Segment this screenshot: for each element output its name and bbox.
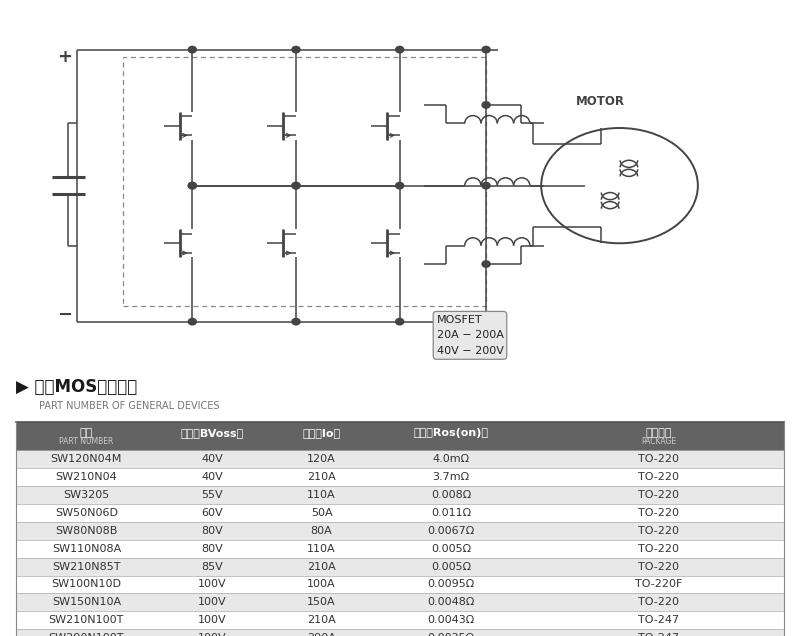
- Text: TO-220: TO-220: [638, 544, 679, 553]
- Text: SW290N100T: SW290N100T: [49, 633, 124, 636]
- FancyBboxPatch shape: [16, 504, 784, 522]
- FancyBboxPatch shape: [16, 522, 784, 539]
- Text: TO-247: TO-247: [638, 633, 679, 636]
- Text: SW100N10D: SW100N10D: [51, 579, 122, 590]
- FancyBboxPatch shape: [16, 467, 784, 485]
- FancyBboxPatch shape: [16, 576, 784, 593]
- Text: PART NUMBER OF GENERAL DEVICES: PART NUMBER OF GENERAL DEVICES: [39, 401, 220, 411]
- Circle shape: [292, 46, 300, 53]
- Text: SW80N08B: SW80N08B: [55, 525, 118, 536]
- Text: 60V: 60V: [201, 508, 222, 518]
- Circle shape: [482, 319, 490, 325]
- Text: 0.011Ω: 0.011Ω: [431, 508, 471, 518]
- Text: 电流［Io］: 电流［Io］: [302, 428, 341, 438]
- Text: 3.7mΩ: 3.7mΩ: [432, 471, 470, 481]
- Text: MOTOR: MOTOR: [576, 95, 626, 108]
- Text: 0.0048Ω: 0.0048Ω: [427, 597, 474, 607]
- Text: 0.008Ω: 0.008Ω: [431, 490, 471, 499]
- Text: 210A: 210A: [307, 471, 336, 481]
- Text: 150A: 150A: [307, 597, 336, 607]
- Circle shape: [482, 261, 490, 267]
- Text: 耐压［BVoss］: 耐压［BVoss］: [180, 428, 243, 438]
- Text: 210A: 210A: [307, 616, 336, 625]
- Text: 80A: 80A: [310, 525, 333, 536]
- Text: 0.005Ω: 0.005Ω: [431, 544, 471, 553]
- Text: 100A: 100A: [307, 579, 336, 590]
- Text: 100V: 100V: [198, 597, 226, 607]
- Circle shape: [292, 183, 300, 189]
- Text: TO-220: TO-220: [638, 508, 679, 518]
- Text: TO-220: TO-220: [638, 490, 679, 499]
- Text: 0.0035Ω: 0.0035Ω: [427, 633, 474, 636]
- Circle shape: [292, 183, 300, 189]
- FancyBboxPatch shape: [16, 450, 784, 467]
- Text: TO-220: TO-220: [638, 453, 679, 464]
- Circle shape: [396, 319, 404, 325]
- Text: SW210N100T: SW210N100T: [49, 616, 124, 625]
- Text: 210A: 210A: [307, 562, 336, 572]
- Text: SW3205: SW3205: [63, 490, 110, 499]
- Text: SW110N08A: SW110N08A: [52, 544, 121, 553]
- Text: 100V: 100V: [198, 579, 226, 590]
- FancyBboxPatch shape: [16, 611, 784, 630]
- Text: TO-220: TO-220: [638, 525, 679, 536]
- Text: −: −: [57, 306, 72, 324]
- Circle shape: [396, 183, 404, 189]
- Text: +: +: [57, 48, 72, 66]
- Text: 55V: 55V: [201, 490, 222, 499]
- Text: TO-220: TO-220: [638, 562, 679, 572]
- Text: 4.0mΩ: 4.0mΩ: [432, 453, 470, 464]
- Circle shape: [482, 183, 490, 189]
- Text: TO-247: TO-247: [638, 616, 679, 625]
- FancyBboxPatch shape: [16, 485, 784, 504]
- Circle shape: [396, 46, 404, 53]
- Text: 0.005Ω: 0.005Ω: [431, 562, 471, 572]
- FancyBboxPatch shape: [16, 422, 784, 450]
- Circle shape: [482, 46, 490, 53]
- Text: 120A: 120A: [307, 453, 336, 464]
- Text: TO-220: TO-220: [638, 597, 679, 607]
- Text: MOSFET
20A − 200A
40V − 200V: MOSFET 20A − 200A 40V − 200V: [437, 315, 503, 356]
- Text: 封装形式: 封装形式: [646, 428, 672, 438]
- Text: 0.0067Ω: 0.0067Ω: [427, 525, 474, 536]
- Text: SW210N85T: SW210N85T: [52, 562, 121, 572]
- Text: SW50N06D: SW50N06D: [55, 508, 118, 518]
- Text: 110A: 110A: [307, 490, 336, 499]
- Circle shape: [482, 102, 490, 108]
- Circle shape: [188, 46, 196, 53]
- Text: 电阻［Ros(on)］: 电阻［Ros(on)］: [414, 428, 489, 438]
- Circle shape: [292, 319, 300, 325]
- Text: 100V: 100V: [198, 616, 226, 625]
- Text: ▶ 常用MOS器件型号: ▶ 常用MOS器件型号: [16, 378, 137, 396]
- Text: PACKAGE: PACKAGE: [641, 436, 676, 446]
- Text: TO-220F: TO-220F: [635, 579, 682, 590]
- Circle shape: [188, 183, 196, 189]
- Text: 型号: 型号: [80, 428, 93, 438]
- Text: SW120N04M: SW120N04M: [50, 453, 122, 464]
- Text: 85V: 85V: [201, 562, 222, 572]
- Text: 40V: 40V: [201, 471, 222, 481]
- Text: SW210N04: SW210N04: [55, 471, 118, 481]
- FancyBboxPatch shape: [16, 593, 784, 611]
- Text: 0.0095Ω: 0.0095Ω: [427, 579, 474, 590]
- Text: 110A: 110A: [307, 544, 336, 553]
- Text: 0.0043Ω: 0.0043Ω: [427, 616, 474, 625]
- Text: TO-220: TO-220: [638, 471, 679, 481]
- Text: PART NUMBER: PART NUMBER: [59, 436, 114, 446]
- Circle shape: [188, 319, 196, 325]
- FancyBboxPatch shape: [16, 558, 784, 576]
- Text: 80V: 80V: [201, 544, 222, 553]
- FancyBboxPatch shape: [16, 539, 784, 558]
- Text: 40V: 40V: [201, 453, 222, 464]
- FancyBboxPatch shape: [16, 630, 784, 636]
- Text: SW150N10A: SW150N10A: [52, 597, 121, 607]
- Text: 100V: 100V: [198, 633, 226, 636]
- Circle shape: [188, 183, 196, 189]
- Text: 290A: 290A: [307, 633, 336, 636]
- Text: 50A: 50A: [310, 508, 333, 518]
- Text: 80V: 80V: [201, 525, 222, 536]
